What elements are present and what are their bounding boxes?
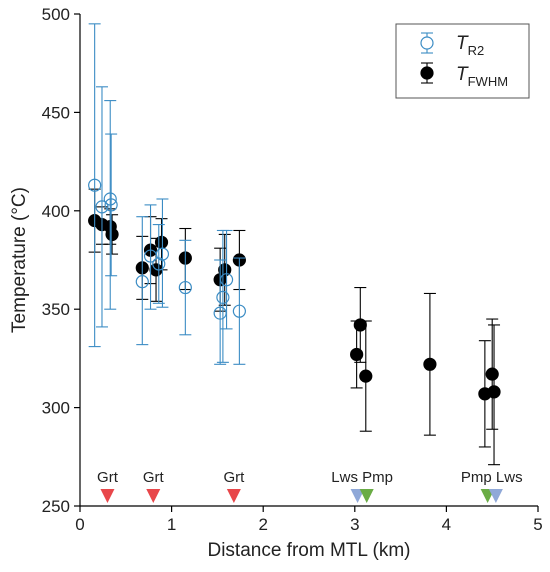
- legend-symbol-tfwhm: [420, 62, 434, 84]
- mineral-marker-label: Grt: [97, 469, 119, 486]
- axis-ticks: 0 1 2 3 4 5 250 300 350 400 450 500: [42, 5, 543, 534]
- data-points: [88, 23, 501, 466]
- legend-label-tr2-main: T: [456, 33, 469, 54]
- open-circle-marker: [216, 290, 230, 304]
- legend-label-tfwhm-sub: FWHM: [468, 74, 508, 89]
- filled-circle-marker: [359, 369, 373, 383]
- open-circle-marker: [95, 200, 109, 214]
- mineral-marker-triangle: [488, 489, 503, 503]
- tfwhm-point: [218, 233, 232, 306]
- legend-marker: [420, 66, 434, 80]
- y-tick-label: 400: [42, 202, 70, 221]
- tr2-point: [103, 100, 117, 310]
- x-axis-label: Distance from MTL (km): [207, 540, 410, 561]
- y-tick-label: 350: [42, 300, 70, 319]
- mineral-marker-label: Grt: [223, 469, 245, 486]
- tr2-point: [219, 229, 234, 330]
- tfwhm-point: [359, 320, 373, 432]
- x-tick-label: 5: [533, 515, 542, 534]
- x-tick-label: 0: [75, 515, 84, 534]
- mineral-marker-label: Pmp Lws: [461, 469, 523, 486]
- filled-circle-marker: [485, 367, 499, 381]
- tr2-point: [88, 23, 102, 348]
- legend: TR2 TFWHM: [395, 23, 530, 99]
- legend-box: [395, 23, 530, 99]
- open-circle-marker: [104, 198, 118, 212]
- mineral-marker-triangle: [100, 489, 115, 503]
- tfwhm-point: [353, 287, 367, 363]
- tr2-point: [155, 198, 170, 308]
- tr2-point: [143, 204, 158, 310]
- tfwhm-point: [105, 214, 119, 255]
- tfwhm-point: [485, 318, 499, 430]
- x-tick-label: 3: [350, 515, 359, 534]
- y-axis-label: Temperature (°C): [9, 187, 30, 333]
- mineral-marker-triangle: [359, 489, 374, 503]
- x-tick-label: 4: [442, 515, 451, 534]
- open-circle-marker: [103, 192, 117, 206]
- filled-circle-marker: [218, 263, 232, 277]
- tr2-point: [232, 257, 246, 365]
- filled-circle-marker: [105, 227, 119, 242]
- filled-circle-marker: [154, 235, 169, 249]
- mineral-marker-label: Grt: [143, 469, 165, 486]
- y-tick-label: 250: [42, 497, 70, 516]
- open-circle-marker: [232, 304, 246, 318]
- legend-symbol-tr2: [420, 32, 434, 54]
- tr2-point: [178, 239, 192, 336]
- legend-label-tfwhm-main: T: [456, 64, 469, 85]
- mineral-marker-triangle: [226, 489, 241, 503]
- tr2-point: [104, 133, 118, 277]
- open-circle-marker: [88, 178, 102, 192]
- open-circle-marker: [219, 273, 234, 287]
- x-tick-label: 2: [258, 515, 267, 534]
- y-tick-label: 500: [42, 5, 70, 24]
- x-tick-label: 1: [167, 515, 176, 534]
- mineral-marker-triangle: [146, 489, 161, 503]
- legend-label-tr2: TR2: [456, 33, 484, 58]
- legend-label-tr2-sub: R2: [468, 43, 485, 58]
- tr2-point: [95, 86, 109, 328]
- tfwhm-point: [423, 292, 437, 436]
- legend-marker: [420, 36, 434, 50]
- tfwhm-point: [487, 324, 501, 466]
- y-tick-label: 300: [42, 399, 70, 418]
- tfwhm-point: [154, 218, 169, 271]
- open-circle-marker: [135, 275, 149, 289]
- open-circle-marker: [155, 247, 170, 261]
- tr2-point: [135, 216, 149, 346]
- mineral-markers: Grt Grt Grt Lws Pmp Pmp Lws: [97, 469, 523, 503]
- filled-circle-marker: [423, 357, 437, 371]
- mineral-marker-label: Lws Pmp: [331, 469, 393, 486]
- open-circle-marker: [178, 280, 192, 295]
- y-tick-label: 450: [42, 103, 70, 122]
- mineral-marker-triangle: [350, 489, 365, 503]
- filled-circle-marker: [487, 385, 501, 399]
- filled-circle-marker: [350, 347, 364, 362]
- open-circle-marker: [152, 257, 166, 271]
- legend-label-tfwhm: TFWHM: [456, 64, 508, 89]
